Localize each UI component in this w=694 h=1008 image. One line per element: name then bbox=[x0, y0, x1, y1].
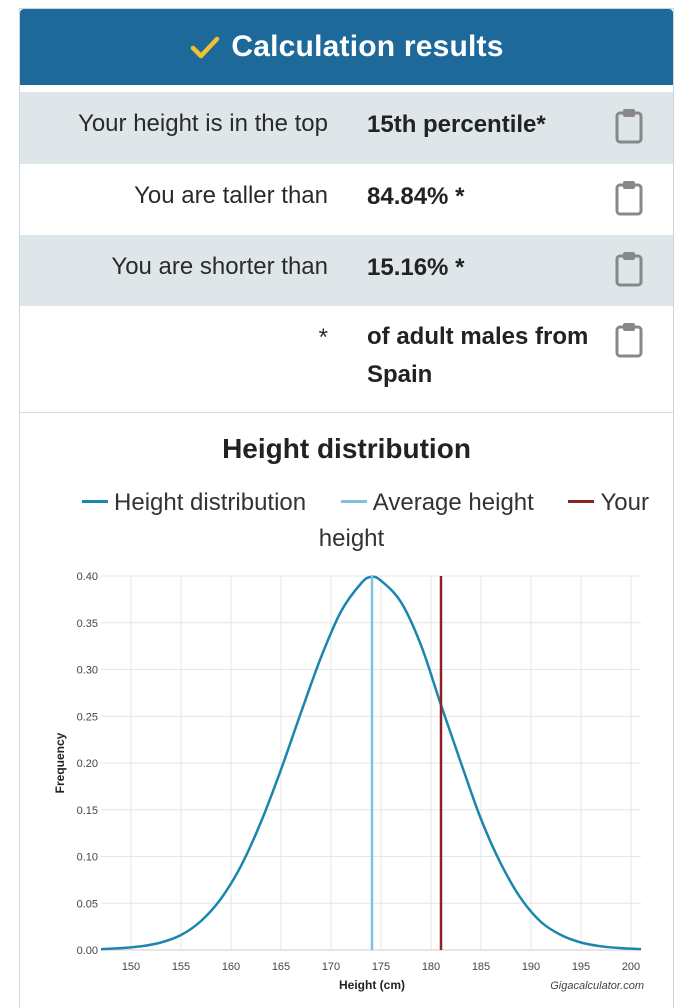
chart-legend: Height distribution Average height Your … bbox=[60, 485, 657, 557]
copy-button[interactable] bbox=[615, 108, 643, 149]
clipboard-icon bbox=[615, 109, 643, 144]
clipboard-icon bbox=[615, 181, 643, 216]
result-row-percentile: Your height is in the top 15th percentil… bbox=[20, 92, 673, 164]
copy-button[interactable] bbox=[615, 251, 643, 292]
legend-item-height-distribution[interactable]: Height distribution bbox=[82, 489, 306, 516]
y-tick-label: 0.35 bbox=[77, 618, 98, 630]
copy-button[interactable] bbox=[615, 322, 643, 363]
result-label: You are shorter than bbox=[111, 253, 328, 280]
x-tick-label: 200 bbox=[622, 961, 640, 973]
x-tick-label: 185 bbox=[472, 961, 490, 973]
x-tick-label: 170 bbox=[322, 961, 340, 973]
y-tick-label: 0.00 bbox=[77, 945, 98, 957]
y-tick-label: 0.40 bbox=[77, 571, 98, 583]
result-row-taller: You are taller than 84.84% * bbox=[20, 164, 673, 235]
copy-button[interactable] bbox=[615, 180, 643, 221]
x-tick-label: 160 bbox=[222, 961, 240, 973]
x-tick-label: 150 bbox=[122, 961, 140, 973]
clipboard-icon bbox=[615, 252, 643, 287]
x-tick-label: 190 bbox=[522, 961, 540, 973]
result-label: You are taller than bbox=[134, 182, 328, 209]
result-row-shorter: You are shorter than 15.16% * bbox=[20, 235, 673, 306]
chart-title: Height distribution bbox=[222, 433, 471, 464]
check-icon bbox=[191, 36, 220, 59]
results-card: Calculation results Your height is in th… bbox=[19, 8, 674, 1008]
y-tick-label: 0.05 bbox=[77, 898, 98, 910]
x-tick-label: 180 bbox=[422, 961, 440, 973]
y-tick-label: 0.10 bbox=[77, 852, 98, 864]
result-row-note: * of adult males from Spain bbox=[20, 306, 673, 412]
legend-label: Height distribution bbox=[114, 489, 307, 516]
x-tick-label: 165 bbox=[272, 961, 290, 973]
y-axis-label: Frequency bbox=[53, 732, 67, 793]
x-tick-label: 155 bbox=[172, 961, 190, 973]
legend-item-your-height[interactable]: Your height bbox=[319, 489, 649, 552]
x-tick-label: 175 bbox=[372, 961, 390, 973]
result-value: 84.84% * bbox=[367, 183, 465, 210]
results-title: Calculation results bbox=[231, 30, 504, 63]
legend-label: Your height bbox=[318, 489, 649, 552]
legend-item-average-height[interactable]: Average height bbox=[340, 489, 534, 516]
legend-swatch bbox=[340, 500, 367, 504]
x-tick-label: 195 bbox=[572, 961, 590, 973]
y-tick-label: 0.15 bbox=[77, 805, 98, 817]
result-value: of adult males from Spain bbox=[367, 323, 589, 388]
legend-swatch bbox=[568, 500, 595, 504]
chart-credit: Gigacalculator.com bbox=[550, 980, 644, 992]
legend-swatch bbox=[82, 500, 109, 504]
result-label: Your height is in the top bbox=[78, 110, 328, 137]
result-label: * bbox=[318, 324, 328, 351]
result-value: 15th percentile* bbox=[367, 111, 546, 138]
y-tick-label: 0.30 bbox=[77, 665, 98, 677]
y-tick-label: 0.25 bbox=[77, 711, 98, 723]
clipboard-icon bbox=[615, 323, 643, 358]
legend-label: Average height bbox=[372, 489, 534, 516]
results-header: Calculation results bbox=[20, 9, 673, 85]
y-tick-label: 0.20 bbox=[77, 758, 98, 770]
result-value: 15.16% * bbox=[367, 254, 465, 281]
x-axis-label: Height (cm) bbox=[339, 978, 405, 992]
